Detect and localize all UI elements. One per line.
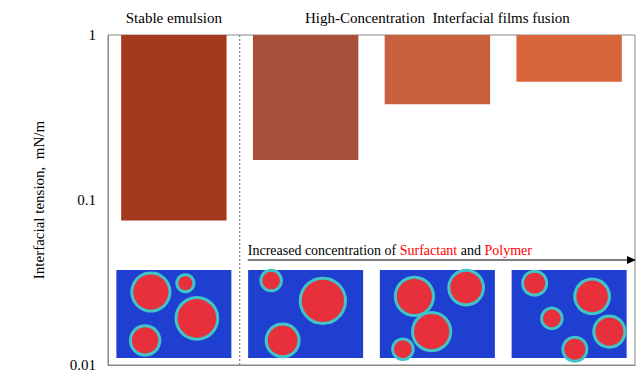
svg-text:Stable emulsion: Stable emulsion — [126, 10, 223, 26]
svg-text:High-Concentration Interfacia: High-Concentration Interfacial films fus… — [305, 10, 570, 26]
svg-text:0.1: 0.1 — [77, 192, 96, 208]
svg-text:Surfactant: Surfactant — [400, 243, 458, 258]
svg-text:Increased concentration of: Increased concentration of — [248, 243, 400, 258]
svg-text:Interfacial tension, mN/m: Interfacial tension, mN/m — [31, 121, 47, 280]
svg-text:Polymer: Polymer — [484, 243, 532, 258]
svg-text:and: and — [457, 243, 484, 258]
svg-text:1: 1 — [89, 27, 97, 43]
svg-text:0.01: 0.01 — [70, 357, 96, 373]
